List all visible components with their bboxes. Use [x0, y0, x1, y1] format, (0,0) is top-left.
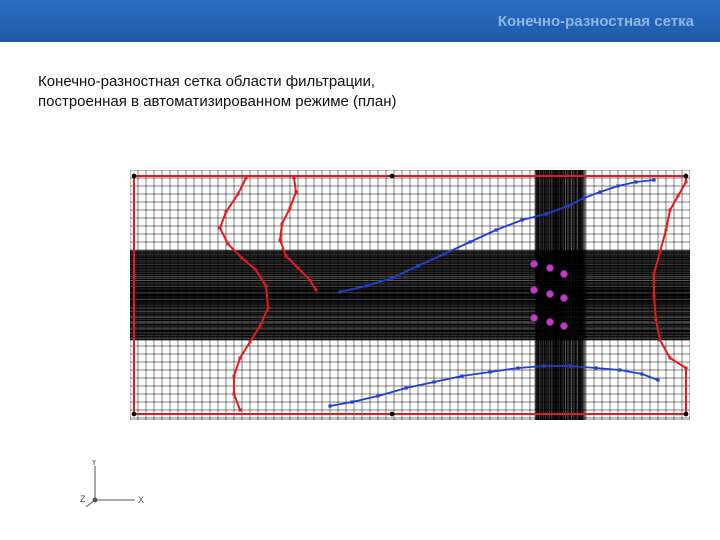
axis-x-label: X: [138, 495, 144, 505]
axis-z-label: Z: [80, 494, 86, 504]
header-title: Конечно-разностная сетка: [498, 13, 694, 30]
caption-line-1: Конечно-разностная сетка области фильтра…: [38, 72, 720, 92]
axes-triad-svg: X Y Z: [80, 460, 150, 515]
title-bar: Конечно-разностная сетка: [0, 0, 720, 42]
mesh-svg: [130, 170, 690, 420]
caption-line-2: построенная в автоматизированном режиме …: [38, 92, 720, 112]
axis-y-label: Y: [91, 460, 97, 467]
figure-caption: Конечно-разностная сетка области фильтра…: [38, 72, 720, 113]
mesh-figure: [130, 170, 690, 440]
axes-triad: X Y Z: [80, 460, 150, 517]
